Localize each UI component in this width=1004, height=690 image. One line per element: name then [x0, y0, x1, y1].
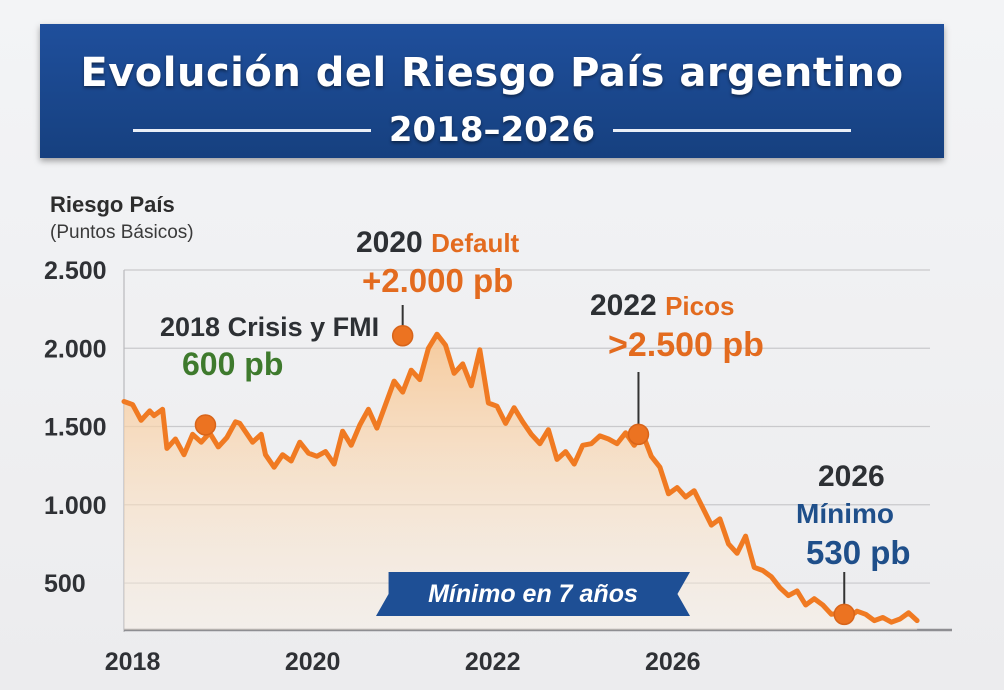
y-tick-label-2000: 2.000	[44, 335, 107, 363]
x-tick-label-2020: 2020	[285, 648, 341, 676]
annotation-2018-value: 600 pb	[182, 346, 284, 382]
chart-title: Evolución del Riesgo País argentino	[80, 50, 904, 96]
annotation-2026-word: Mínimo	[796, 498, 894, 529]
series-area	[124, 334, 918, 630]
annotation-2022-word: Picos	[665, 291, 735, 321]
series-line	[121, 331, 920, 625]
annotation-2026-year: 2026	[818, 460, 885, 493]
marker-point-2	[627, 423, 650, 446]
annotation-2020-word: Default	[431, 228, 520, 258]
y-tick-label-1000: 1.000	[44, 492, 107, 520]
y-axis-title: Riesgo País	[50, 192, 175, 217]
annotation-2018-title: 2018 Crisis y FMI	[160, 312, 379, 343]
subtitle-right-rule	[613, 128, 852, 132]
y-tick-label-1500: 1.500	[44, 414, 107, 442]
x-tick-label-2022: 2022	[465, 648, 521, 676]
chart-subtitle: 2018–2026	[388, 110, 596, 150]
annotation-2022-year: 2022	[590, 289, 657, 322]
annotation-2020-title: 2020 Default	[356, 226, 519, 260]
annotation-2020-year: 2020	[356, 226, 423, 259]
annotation-2022-value: >2.500 pb	[608, 326, 764, 364]
y-tick-label-500: 500	[44, 570, 86, 598]
marker-point-3	[833, 603, 856, 626]
y-tick-label-2500: 2.500	[44, 257, 107, 285]
x-tick-label-2026: 2026	[645, 648, 701, 676]
marker-point-0	[194, 414, 217, 436]
annotation-2022-title: 2022 Picos	[590, 289, 734, 323]
marker-point-1	[391, 324, 414, 347]
subtitle-left-rule	[132, 128, 371, 132]
minimum-ribbon: Mínimo en 7 años	[376, 572, 690, 616]
subtitle-row: 2018–2026	[40, 110, 944, 150]
annotation-2026-value: 530 pb	[806, 534, 911, 571]
annotation-2020-value: +2.000 pb	[362, 262, 514, 299]
x-tick-label-2018: 2018	[105, 648, 161, 676]
annotation-2018-text: 2018 Crisis y FMI	[160, 312, 380, 342]
minimum-ribbon-text: Mínimo en 7 años	[428, 579, 638, 608]
title-banner: Evolución del Riesgo País argentino 2018…	[40, 24, 944, 158]
y-axis-unit: (Puntos Básicos)	[50, 222, 194, 243]
